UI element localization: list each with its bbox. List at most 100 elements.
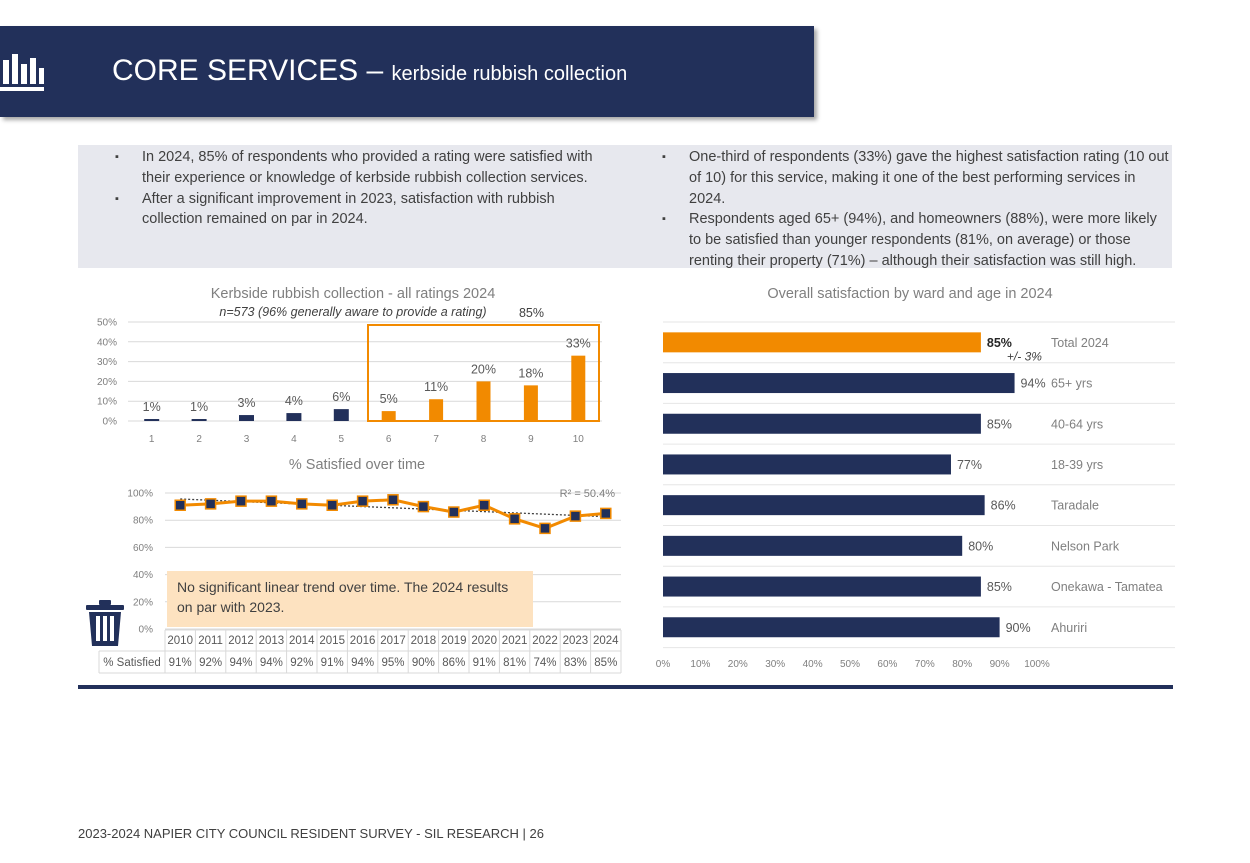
x-tick-label: 4 xyxy=(291,434,297,445)
rating-bar xyxy=(286,413,302,421)
category-label: Taradale xyxy=(1051,499,1099,513)
x-tick-label: 80% xyxy=(952,659,972,670)
trendline-label: R² = 50.4% xyxy=(560,488,616,500)
year-label: 2011 xyxy=(198,635,223,647)
satisfied-highlight-box xyxy=(367,324,600,422)
rating-bar xyxy=(333,409,349,421)
trendline xyxy=(180,498,606,518)
category-label: 65+ yrs xyxy=(1051,377,1092,391)
x-tick-label: 30% xyxy=(765,659,785,670)
summary-bullet: Respondents aged 65+ (94%), and homeowne… xyxy=(653,209,1169,271)
ward-age-bar xyxy=(663,617,1000,638)
x-tick-label: 1 xyxy=(149,434,155,445)
bar-data-label: 5% xyxy=(380,392,398,406)
x-tick-label: 50% xyxy=(840,659,860,670)
ward-age-bar xyxy=(663,535,963,556)
bar-data-label: 11% xyxy=(424,380,448,394)
summary-bullet: In 2024, 85% of respondents who provided… xyxy=(106,147,606,189)
data-point xyxy=(478,499,490,511)
bar-data-label: 4% xyxy=(285,394,303,408)
table-cell: 95% xyxy=(381,657,404,669)
rating-bar xyxy=(571,355,586,421)
rating-bar xyxy=(476,381,491,421)
table-cell: 81% xyxy=(503,657,526,669)
x-tick-label: 8 xyxy=(481,434,487,445)
bar-data-label: 33% xyxy=(566,337,591,351)
rating-bar xyxy=(239,415,254,421)
summary-bullet: After a significant improvement in 2023,… xyxy=(106,189,606,231)
x-tick-label: 9 xyxy=(528,434,534,445)
data-point xyxy=(235,495,247,507)
x-tick-label: 60% xyxy=(877,659,897,670)
x-tick-label: 70% xyxy=(915,659,935,670)
x-tick-label: 7 xyxy=(433,434,439,445)
section-divider xyxy=(78,685,1173,689)
ward-age-bar xyxy=(663,576,981,597)
x-tick-label: 6 xyxy=(386,434,392,445)
x-tick-label: 90% xyxy=(990,659,1010,670)
ward-chart-title: Overall satisfaction by ward and age in … xyxy=(767,286,1052,302)
page-title: CORE SERVICES – kerbside rubbish collect… xyxy=(112,54,627,88)
bar-data-label: 80% xyxy=(968,539,993,553)
table-cell: 91% xyxy=(321,657,344,669)
table-cell: 90% xyxy=(412,657,435,669)
category-label: Ahuriri xyxy=(1051,621,1087,635)
x-tick-label: 3 xyxy=(244,434,250,445)
bar-data-label: 6% xyxy=(332,390,350,404)
ratings-bar-chart: 0%10%20%30%40%50%1%11%23%34%46%55%611%72… xyxy=(97,306,602,445)
data-point xyxy=(417,500,430,513)
table-cell: 94% xyxy=(351,657,374,669)
table-cell: 85% xyxy=(594,657,617,669)
x-tick-label: 20% xyxy=(728,659,748,670)
ward-age-bar xyxy=(663,332,981,353)
table-cell: 74% xyxy=(533,657,556,669)
year-label: 2021 xyxy=(502,635,528,647)
table-cell: 94% xyxy=(260,657,283,669)
data-point xyxy=(569,510,582,522)
summary-bullet: One-third of respondents (33%) gave the … xyxy=(653,147,1169,209)
x-tick-label: 0% xyxy=(656,659,671,670)
year-label: 2022 xyxy=(532,635,558,647)
data-point xyxy=(448,506,460,518)
y-tick-label: 30% xyxy=(97,357,117,368)
summary-panel: In 2024, 85% of respondents who provided… xyxy=(78,145,1172,271)
ward-age-bar xyxy=(663,373,1015,394)
ratings-chart-subtitle: n=573 (96% generally aware to provide a … xyxy=(219,305,486,319)
rating-bar xyxy=(429,399,444,421)
table-cell: 91% xyxy=(169,657,192,669)
trend-line-chart: 0% 20% 40% 60% 80% 100% R² = 50.4% % Satisfied 2… xyxy=(98,488,622,674)
summary-left-list: In 2024, 85% of respondents who provided… xyxy=(106,147,606,230)
data-point xyxy=(600,507,612,520)
y-tick-label: 0% xyxy=(139,625,154,636)
y-tick-label: 40% xyxy=(133,570,153,581)
x-tick-label: 10 xyxy=(573,434,585,445)
x-tick-label: 10% xyxy=(690,659,710,670)
x-tick-label: 40% xyxy=(803,659,823,670)
ward-age-bar xyxy=(663,454,951,475)
bar-data-label: 1% xyxy=(190,400,208,414)
ward-age-bar-chart: 85% Total 2024 94% 65+ yrs 85% 40-64 yrs 77% 18… xyxy=(656,321,1175,670)
data-point xyxy=(265,495,278,507)
bar-data-label: 18% xyxy=(518,366,543,380)
year-label: 2019 xyxy=(441,635,467,647)
table-cell: 94% xyxy=(229,657,252,669)
margin-of-error-label: +/- 3% xyxy=(1007,349,1042,363)
table-cell: 91% xyxy=(473,657,496,669)
category-label: 18-39 yrs xyxy=(1051,458,1103,472)
page-footer: 2023-2024 NAPIER CITY COUNCIL RESIDENT S… xyxy=(78,826,545,841)
bar-data-label: 1% xyxy=(143,400,161,414)
year-label: 2018 xyxy=(411,635,437,647)
x-tick-label: 2 xyxy=(196,434,202,445)
table-cell: 86% xyxy=(442,657,465,669)
table-row-label: % Satisfied xyxy=(103,657,161,669)
year-label: 2012 xyxy=(228,635,254,647)
category-label: Nelson Park xyxy=(1051,539,1120,553)
table-cell: 92% xyxy=(290,657,313,669)
rating-bar xyxy=(191,419,207,421)
category-label: Onekawa - Tamatea xyxy=(1051,580,1163,594)
year-label: 2013 xyxy=(259,635,285,647)
year-label: 2010 xyxy=(167,635,193,647)
data-point xyxy=(539,522,551,535)
bar-chart-icon xyxy=(0,54,44,91)
title-main: CORE SERVICES – xyxy=(112,54,392,87)
